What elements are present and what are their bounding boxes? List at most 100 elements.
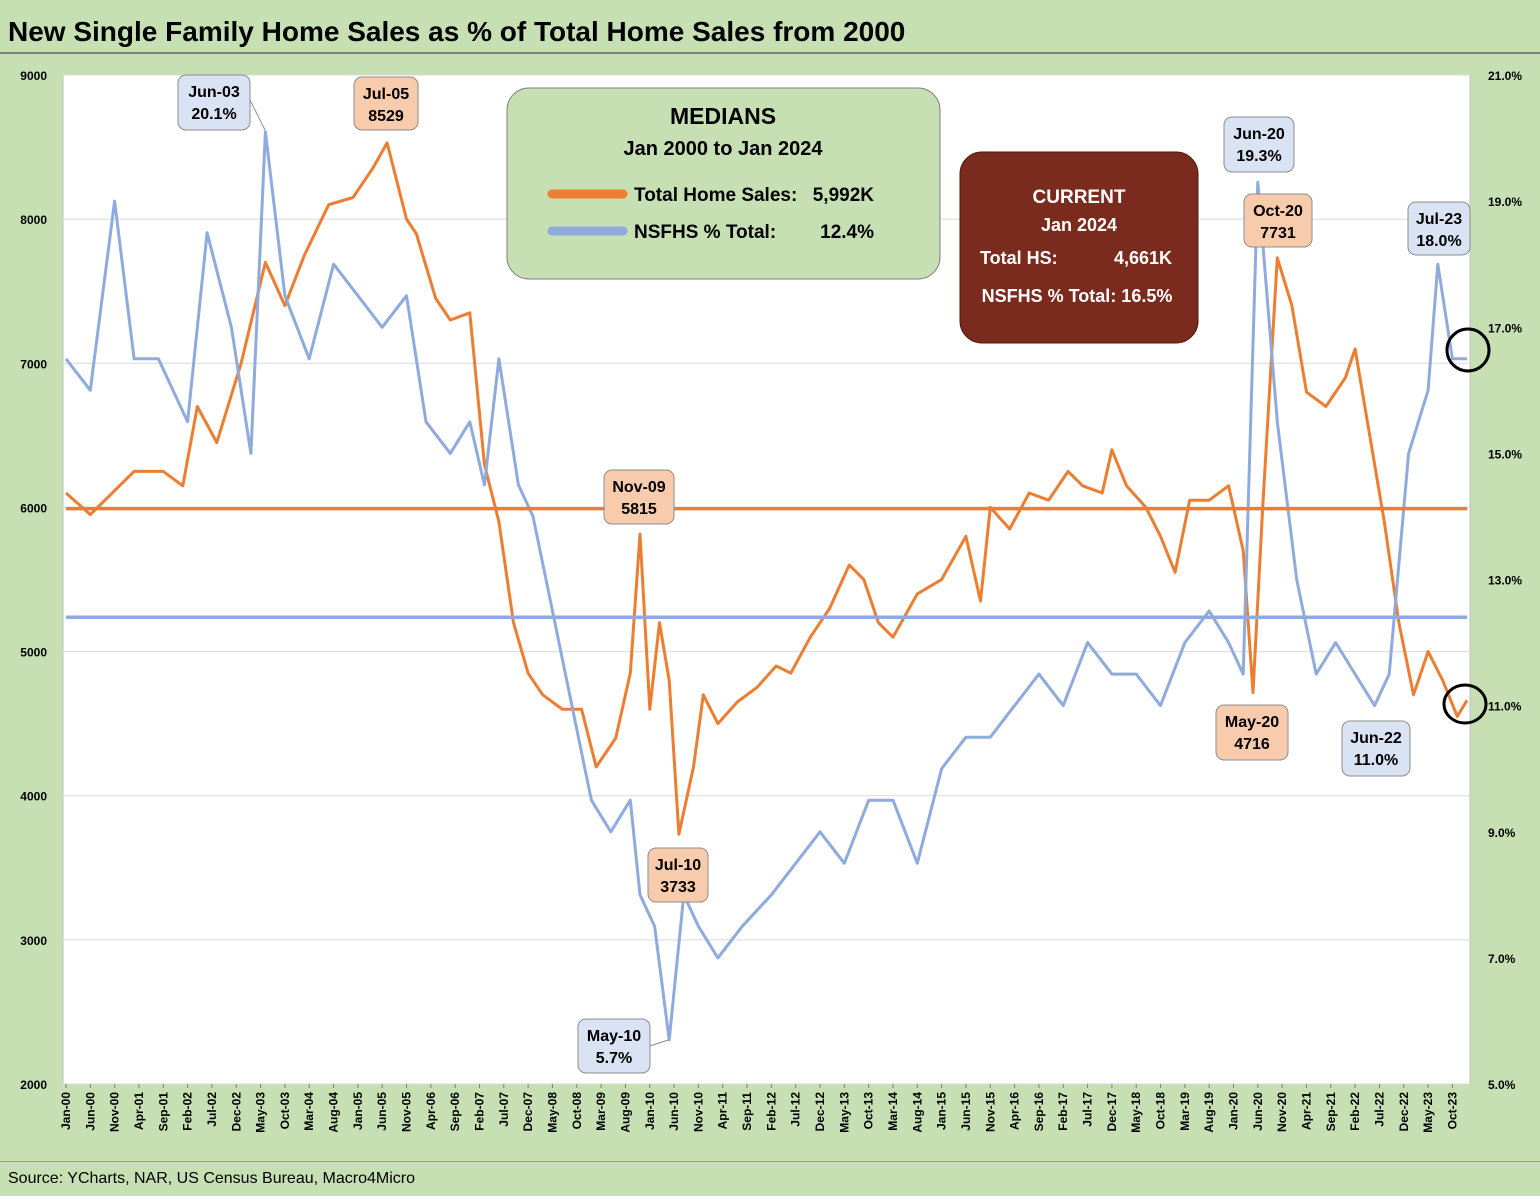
x-tick-label: Jun-15 [959,1092,973,1131]
x-tick-label: Apr-16 [1008,1092,1022,1130]
y-left-tick-label: 6000 [20,501,47,515]
x-tick-label: Feb-02 [181,1092,195,1131]
y-right-tick-label: 17.0% [1488,321,1522,335]
x-tick-label: Jul-17 [1081,1092,1095,1127]
x-tick-label: Jan-10 [643,1092,657,1130]
x-tick-label: Apr-06 [424,1092,438,1130]
x-tick-label: Jun-05 [375,1092,389,1131]
x-tick-label: Aug-04 [327,1092,341,1133]
x-tick-label: Apr-11 [716,1092,730,1130]
legend-label: Total Home Sales: [634,185,797,206]
y-left-tick-label: 3000 [20,934,47,948]
x-tick-label: Dec-12 [813,1092,827,1132]
annotation-value: 19.3% [1236,148,1281,165]
x-tick-label: Oct-13 [862,1092,876,1130]
x-tick-label: May-18 [1129,1092,1143,1133]
current-circle-nsfhs [1445,327,1491,373]
x-tick-label: Sep-01 [156,1092,170,1132]
x-tick-label: Apr-01 [132,1092,146,1130]
x-tick-label: Jul-07 [497,1092,511,1127]
x-tick-label: Dec-07 [521,1092,535,1132]
annotation-box [353,76,419,131]
annotation-box [603,469,675,525]
x-tick-label: Aug-19 [1202,1092,1216,1133]
y-right-tick-label: 7.0% [1488,952,1516,966]
y-left-tick-label: 4000 [20,790,47,804]
series-line-nsfhs-pct [64,130,1467,1042]
legend-value: 12.4% [820,222,874,243]
y-left-tick-label: 9000 [20,69,47,83]
x-tick-label: Dec-17 [1105,1092,1119,1132]
x-tick-label: Nov-10 [691,1092,705,1132]
x-tick-label: Feb-17 [1056,1092,1070,1131]
annotation-label: Jul-05 [363,86,409,103]
x-tick-label: Mar-19 [1178,1092,1192,1131]
annotation-box [177,74,251,131]
y-right-tick-label: 5.0% [1488,1078,1516,1092]
y-left-tick-label: 2000 [20,1078,47,1092]
medians-period: Jan 2000 to Jan 2024 [623,138,823,160]
x-tick-label: Sep-06 [448,1092,462,1132]
x-tick-label: May-13 [837,1092,851,1133]
x-tick-label: Dec-22 [1397,1092,1411,1132]
x-tick-label: Jul-02 [205,1092,219,1127]
x-tick-label: Mar-04 [302,1092,316,1131]
y-right-tick-label: 15.0% [1488,447,1522,461]
x-tick-label: Feb-07 [472,1092,486,1131]
current-title: CURRENT [1033,187,1126,208]
source-note: Source: YCharts, NAR, US Census Bureau, … [8,1170,415,1187]
annotation-leader [249,99,266,131]
x-tick-label: Nov-00 [108,1092,122,1132]
annotation-box [1243,193,1313,248]
x-tick-label: May-08 [545,1092,559,1133]
x-tick-label: Dec-02 [229,1092,243,1132]
x-tick-label: Jul-12 [789,1092,803,1127]
x-tick-label: Apr-21 [1299,1092,1313,1130]
current-circle-sales [1442,683,1488,725]
current-period: Jan 2024 [1041,215,1117,235]
annotation-value: 3733 [660,879,696,896]
current-nsfhs-pct: NSFHS % Total: 16.5% [982,286,1173,306]
title-divider [0,52,1540,54]
annotation-value: 20.1% [191,106,236,123]
x-tick-label: Mar-09 [594,1092,608,1131]
annotation-label: Jul-23 [1416,211,1462,228]
annotation-box [1215,704,1289,761]
x-tick-label: Feb-12 [764,1092,778,1131]
annotation-value: 5.7% [596,1050,632,1067]
y-right-tick-label: 11.0% [1488,700,1522,714]
annotation-box [1341,720,1411,777]
annotation-leader [649,1039,669,1047]
x-tick-label: Jun-00 [83,1092,97,1131]
legend-label: NSFHS % Total: [634,222,776,243]
annotation-value: 8529 [368,108,404,125]
annotation-value: 11.0% [1354,752,1398,769]
chart-title: New Single Family Home Sales as % of Tot… [8,16,906,47]
x-tick-label: Jun-10 [667,1092,681,1131]
x-tick-label: Oct-23 [1445,1092,1459,1130]
y-left-tick-label: 7000 [20,357,47,371]
annotation-label: May-10 [587,1028,641,1045]
annotation-label: Oct-20 [1253,203,1303,220]
x-tick-label: Oct-18 [1154,1092,1168,1130]
annotation-value: 5815 [621,501,657,518]
x-tick-label: Sep-21 [1324,1092,1338,1132]
x-tick-label: May-23 [1421,1092,1435,1133]
annotation-label: Nov-09 [612,479,665,496]
annotation-box [577,1018,651,1074]
x-tick-label: Jan-20 [1227,1092,1241,1130]
annotation-value: 7731 [1260,225,1296,242]
current-total-label: Total HS: [980,248,1058,268]
annotation-value: 4716 [1234,736,1270,753]
annotation-box [1223,116,1295,173]
x-tick-label: Feb-22 [1348,1092,1362,1131]
x-tick-label: Nov-05 [400,1092,414,1132]
x-tick-label: Oct-03 [278,1092,292,1130]
current-box [959,151,1199,344]
y-left-tick-label: 5000 [20,646,47,660]
x-tick-label: Aug-09 [618,1092,632,1133]
y-right-tick-label: 13.0% [1488,574,1522,588]
annotation-box [647,847,709,903]
